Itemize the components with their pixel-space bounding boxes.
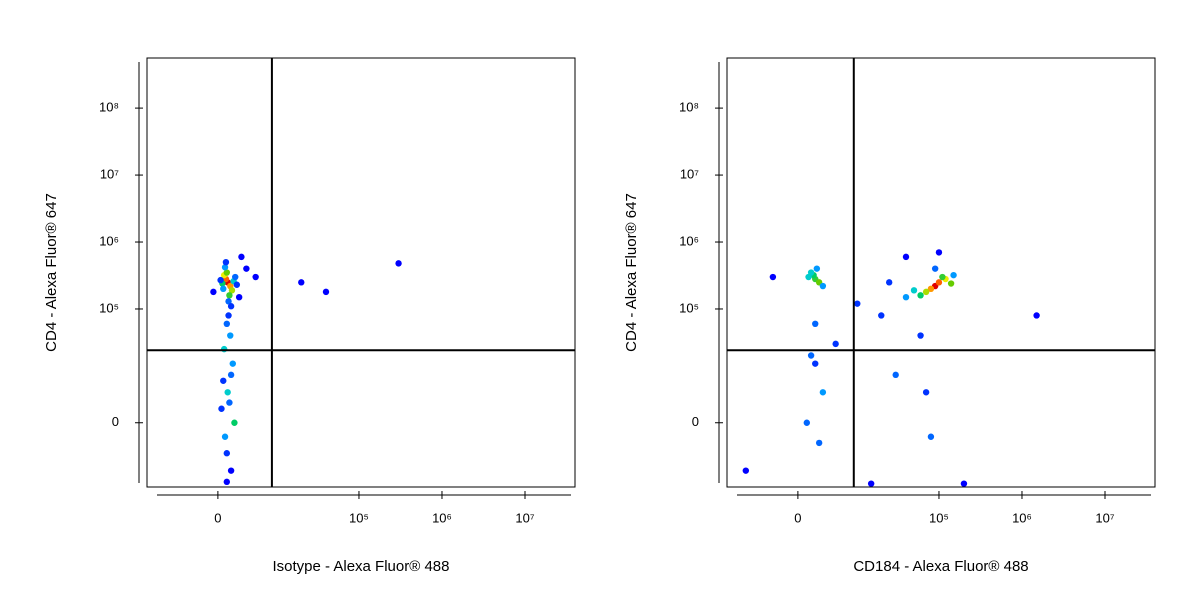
event-dot: [819, 282, 827, 290]
event-dot: [947, 280, 955, 287]
event-dot: [227, 303, 235, 310]
event-dot: [322, 288, 330, 296]
event-dot: [395, 260, 402, 267]
x-tick-label: 10⁵: [349, 510, 369, 525]
event-dot: [950, 271, 957, 279]
event-dot: [902, 293, 910, 301]
event-dot: [222, 258, 230, 266]
x-tick-label: 10⁷: [1095, 510, 1114, 525]
event-dot: [742, 467, 750, 474]
event-dot: [231, 419, 238, 426]
event-dot: [227, 332, 234, 339]
event-dot: [220, 377, 227, 384]
event-dot: [1033, 312, 1040, 319]
event-dot: [221, 264, 229, 271]
y-tick-label: 0: [692, 414, 699, 429]
event-dot: [807, 352, 815, 359]
event-dot: [298, 279, 305, 286]
event-dot: [922, 389, 930, 396]
y-tick-label: 10⁶: [99, 233, 119, 248]
y-tick-label: 10⁷: [100, 166, 119, 181]
event-dot: [229, 360, 236, 367]
x-tick-label: 10⁶: [432, 510, 452, 525]
event-dot: [902, 253, 910, 261]
y-tick-label: 10⁵: [679, 300, 699, 315]
event-dot: [892, 371, 899, 379]
event-dot: [243, 265, 250, 272]
event-dot: [812, 360, 819, 367]
event-dot: [927, 285, 935, 293]
event-dot: [225, 298, 232, 305]
plot-frame: [146, 57, 576, 488]
event-dot: [218, 405, 225, 412]
event-dot: [225, 312, 232, 319]
event-dot: [235, 293, 243, 301]
x-axis-label: CD184 - Alexa Fluor® 488: [853, 558, 1028, 575]
event-dot: [223, 478, 231, 486]
event-dot: [227, 467, 235, 474]
x-tick-label: 10⁶: [1012, 510, 1032, 525]
y-tick-label: 0: [112, 414, 119, 429]
event-dot: [220, 285, 227, 293]
event-dot: [803, 419, 811, 426]
event-dot: [223, 320, 231, 328]
event-dot: [224, 389, 231, 396]
event-dot: [931, 265, 939, 272]
event-dot: [854, 300, 861, 307]
event-dot: [226, 399, 233, 406]
event-dot: [223, 269, 231, 276]
event-dot: [878, 312, 885, 319]
event-dot: [939, 273, 946, 281]
y-tick-label: 10⁷: [680, 166, 699, 181]
event-dot: [917, 292, 924, 299]
event-dot: [220, 345, 228, 353]
x-axis-label: Isotype - Alexa Fluor® 488: [273, 558, 450, 575]
event-dot: [819, 389, 827, 396]
event-dot: [210, 288, 217, 296]
event-dot: [815, 439, 823, 447]
x-tick-label: 10⁷: [515, 510, 534, 525]
y-axis-label: CD4 - Alexa Fluor® 647: [43, 193, 60, 352]
event-dot: [812, 320, 819, 328]
event-dot: [917, 332, 924, 339]
event-dot: [238, 253, 245, 261]
y-tick-label: 10⁸: [679, 100, 699, 115]
event-dot: [867, 480, 875, 487]
event-dot: [252, 273, 259, 281]
event-dot: [910, 287, 918, 294]
event-dot: [227, 371, 235, 379]
x-tick-label: 0: [794, 510, 801, 525]
event-dot: [813, 265, 821, 272]
event-dot: [922, 288, 930, 296]
event-dot: [232, 273, 239, 281]
event-dot: [935, 249, 943, 256]
event-dot: [228, 287, 236, 294]
x-tick-label: 10⁵: [929, 510, 949, 525]
event-dot: [832, 340, 839, 348]
event-dot: [885, 279, 893, 286]
event-dot: [805, 273, 812, 281]
y-tick-label: 10⁶: [679, 233, 699, 248]
plot-frame: [726, 57, 1156, 488]
event-dot: [223, 450, 231, 457]
x-tick-label: 0: [214, 510, 221, 525]
event-dot: [217, 276, 224, 284]
event-dot: [960, 480, 968, 487]
y-tick-label: 10⁸: [99, 100, 119, 115]
event-dot: [221, 433, 229, 440]
event-dot: [769, 273, 777, 281]
y-axis-label: CD4 - Alexa Fluor® 647: [623, 193, 640, 352]
event-dot: [927, 433, 935, 440]
event-dot: [935, 279, 943, 286]
event-dot: [233, 281, 241, 288]
event-dot: [226, 292, 233, 299]
y-tick-label: 10⁵: [99, 300, 119, 315]
